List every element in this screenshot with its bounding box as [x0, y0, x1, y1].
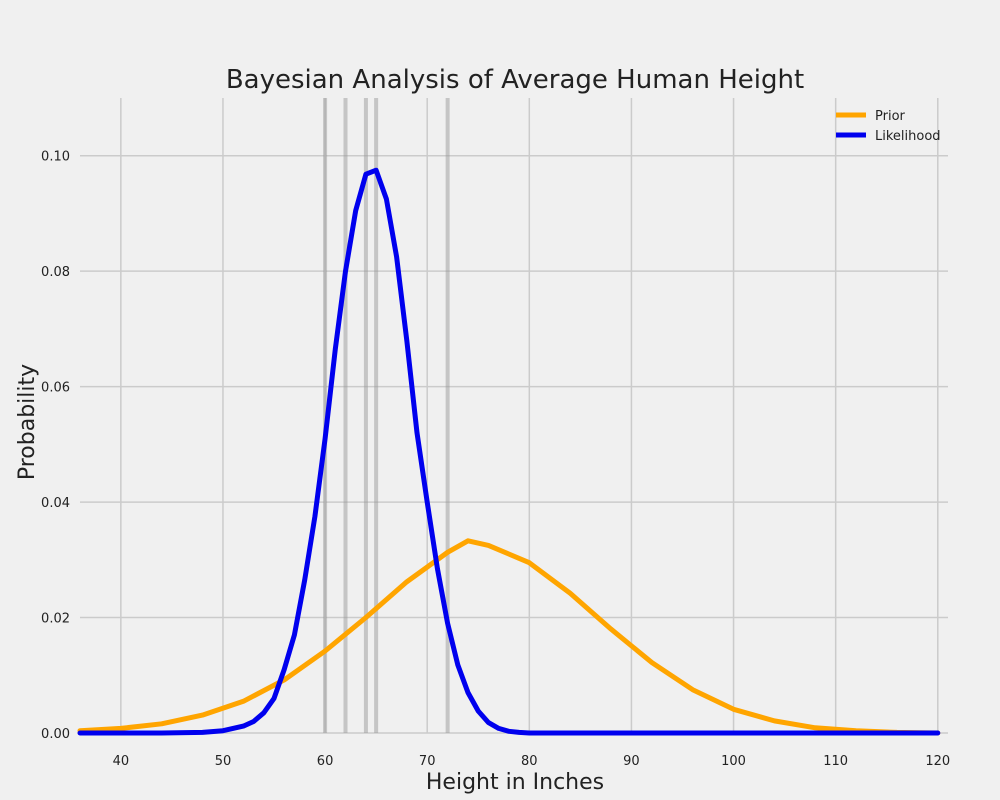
x-tick-label: 100: [721, 754, 746, 769]
x-tick-label: 40: [113, 754, 130, 769]
chart-title: Bayesian Analysis of Average Human Heigh…: [226, 65, 804, 95]
x-tick-label: 60: [317, 754, 334, 769]
y-tick-label: 0.08: [41, 265, 70, 280]
observation-lines: [323, 98, 450, 733]
legend-label-prior: Prior: [875, 109, 906, 124]
x-axis-label: Height in Inches: [426, 770, 604, 795]
y-axis-label: Probability: [15, 364, 40, 480]
x-tick-label: 80: [521, 754, 538, 769]
series-line-likelihood: [77, 167, 941, 736]
tick-labels: 40 50 60 70 80 90 100 110 120 0.00 0.02 0.04 0.06 0.0…: [41, 150, 950, 769]
x-tick-label: 70: [419, 754, 436, 769]
x-tick-label: 110: [823, 754, 848, 769]
legend-label-likelihood: Likelihood: [875, 129, 941, 144]
x-tick-label: 90: [623, 754, 640, 769]
legend: Prior Likelihood: [836, 109, 941, 144]
y-tick-label: 0.10: [41, 150, 70, 165]
grid-layer: [80, 98, 948, 734]
y-tick-label: 0.04: [41, 496, 70, 511]
x-tick-label: 50: [215, 754, 232, 769]
y-tick-label: 0.06: [41, 381, 70, 396]
y-tick-label: 0.00: [41, 727, 70, 742]
series-layer: [77, 167, 941, 736]
series-line-prior: [77, 538, 941, 736]
x-tick-label: 120: [925, 754, 950, 769]
y-tick-label: 0.02: [41, 612, 70, 627]
